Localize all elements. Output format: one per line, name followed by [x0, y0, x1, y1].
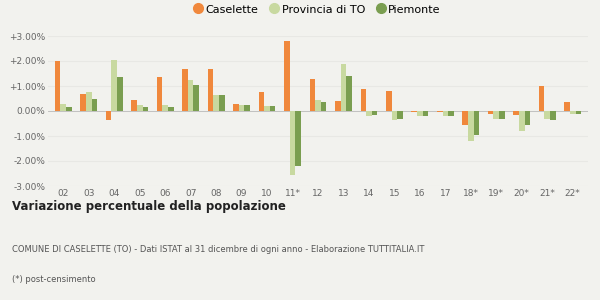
Bar: [372, 111, 377, 115]
Bar: [112, 60, 117, 111]
Bar: [295, 111, 301, 166]
Bar: [188, 80, 193, 111]
Bar: [259, 92, 264, 111]
Bar: [106, 111, 112, 120]
Bar: [361, 88, 366, 111]
Bar: [448, 111, 454, 116]
Bar: [565, 102, 570, 111]
Bar: [233, 103, 239, 111]
Bar: [270, 106, 275, 111]
Bar: [137, 105, 143, 111]
Bar: [473, 111, 479, 135]
Bar: [117, 77, 122, 111]
Bar: [392, 111, 397, 120]
Bar: [214, 95, 219, 111]
Bar: [386, 91, 392, 111]
Bar: [539, 86, 544, 111]
Bar: [157, 77, 163, 111]
Bar: [417, 111, 422, 116]
Bar: [463, 111, 468, 125]
Bar: [92, 98, 97, 111]
Bar: [143, 107, 148, 111]
Text: Variazione percentuale della popolazione: Variazione percentuale della popolazione: [12, 200, 286, 213]
Bar: [310, 79, 315, 111]
Bar: [346, 76, 352, 111]
Bar: [366, 111, 372, 116]
Bar: [284, 41, 290, 111]
Bar: [499, 111, 505, 118]
Bar: [570, 111, 575, 113]
Bar: [341, 64, 346, 111]
Bar: [488, 111, 493, 113]
Bar: [290, 111, 295, 175]
Bar: [544, 111, 550, 118]
Bar: [86, 92, 92, 111]
Bar: [219, 95, 224, 111]
Bar: [182, 68, 188, 111]
Bar: [208, 68, 214, 111]
Bar: [193, 85, 199, 111]
Text: (*) post-censimento: (*) post-censimento: [12, 275, 95, 284]
Bar: [524, 111, 530, 125]
Bar: [422, 111, 428, 116]
Bar: [168, 107, 173, 111]
Bar: [264, 106, 270, 111]
Bar: [397, 111, 403, 118]
Bar: [550, 111, 556, 120]
Bar: [239, 105, 244, 111]
Bar: [335, 101, 341, 111]
Bar: [443, 111, 448, 116]
Bar: [131, 100, 137, 111]
Bar: [163, 105, 168, 111]
Bar: [514, 111, 519, 115]
Bar: [321, 102, 326, 111]
Legend: Caselette, Provincia di TO, Piemonte: Caselette, Provincia di TO, Piemonte: [191, 0, 445, 19]
Bar: [315, 100, 321, 111]
Bar: [412, 111, 417, 112]
Bar: [61, 103, 66, 111]
Bar: [468, 111, 473, 141]
Bar: [80, 94, 86, 111]
Bar: [437, 111, 443, 112]
Text: COMUNE DI CASELETTE (TO) - Dati ISTAT al 31 dicembre di ogni anno - Elaborazione: COMUNE DI CASELETTE (TO) - Dati ISTAT al…: [12, 245, 424, 254]
Bar: [55, 61, 61, 111]
Bar: [244, 105, 250, 111]
Bar: [66, 107, 71, 111]
Bar: [575, 111, 581, 113]
Bar: [519, 111, 524, 131]
Bar: [493, 111, 499, 118]
